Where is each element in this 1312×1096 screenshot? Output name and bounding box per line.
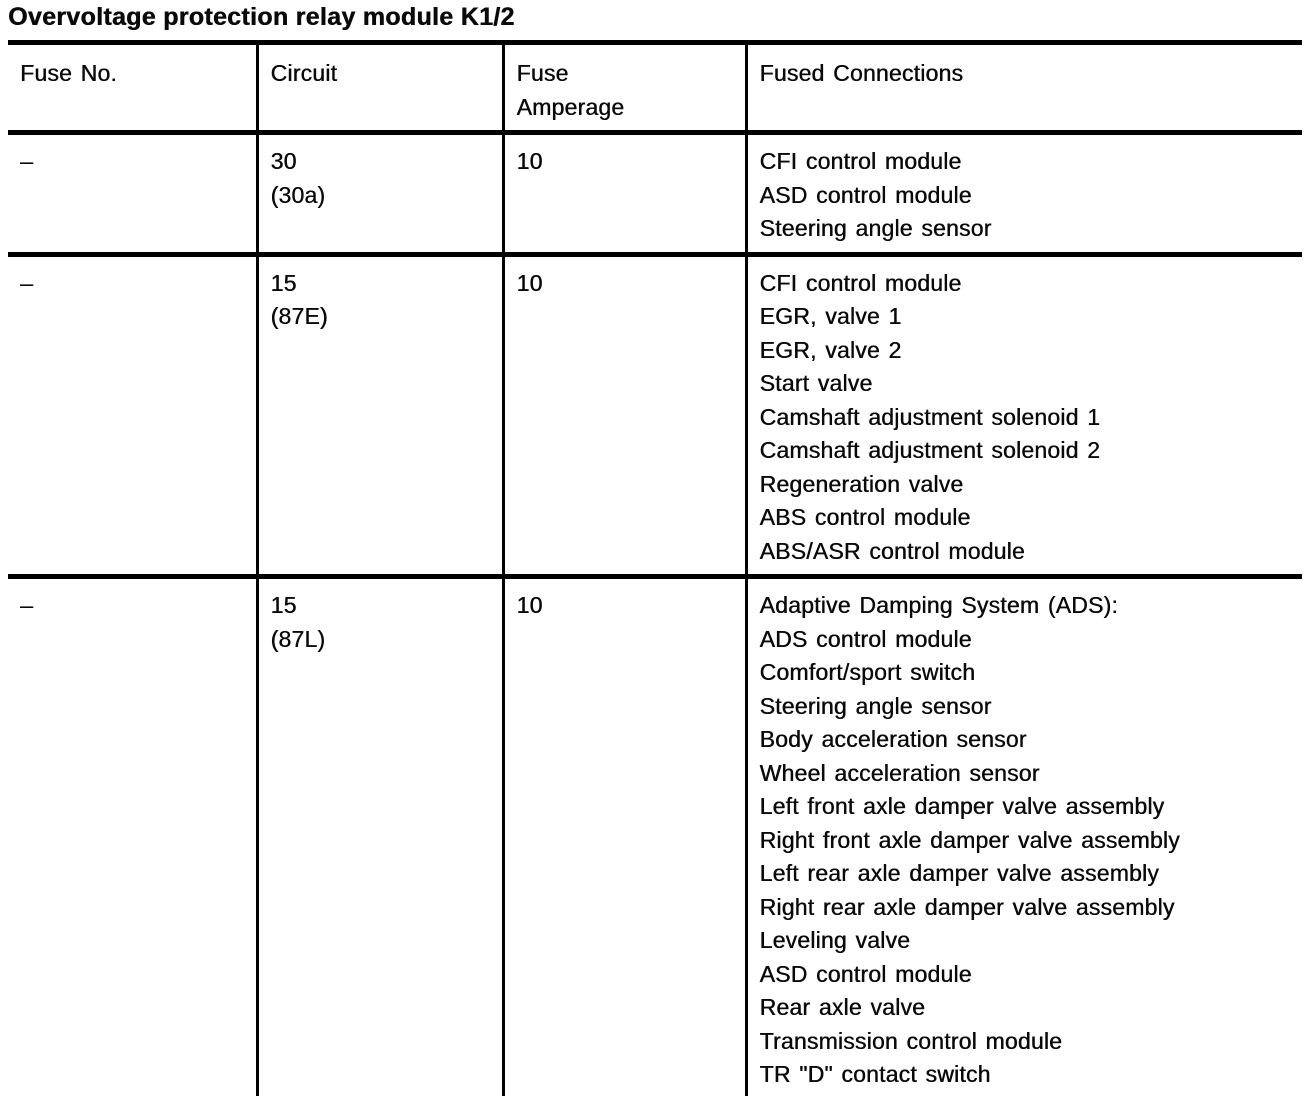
connection-line: CFI control module <box>759 269 962 296</box>
connection-line: Start valve <box>759 370 873 396</box>
fuse-no-value: – <box>20 148 33 174</box>
table-row: – 15 (87L) 10 Adaptive Damping System (A… <box>8 574 1302 1096</box>
amperage-value: 10 <box>516 592 543 618</box>
cell-circuit: 15 (87E) <box>255 251 503 577</box>
fuse-no-value: – <box>20 269 33 296</box>
connection-line: Adaptive Damping System (ADS): <box>759 592 1118 618</box>
connection-line: EGR, valve 2 <box>759 336 902 363</box>
connection-line: ASD control module <box>759 181 972 208</box>
cell-amperage: 10 <box>501 251 746 577</box>
table-row: – 15 (87E) 10 CFI control module EGR, va… <box>8 251 1302 577</box>
cell-connections: CFI control module ASD control module St… <box>744 130 1302 254</box>
connection-line: Body acceleration sensor <box>759 726 1027 752</box>
fuse-table: Fuse No. Circuit Fuse Amperage Fused Con… <box>8 40 1302 1096</box>
connection-line: EGR, valve 1 <box>759 303 902 329</box>
circuit-value: 30 <box>270 148 297 174</box>
connection-line: Camshaft adjustment solenoid 1 <box>759 403 1101 430</box>
header-fuse-no: Fuse No. <box>8 40 257 133</box>
connection-line: ABS/ASR control module <box>759 537 1025 564</box>
header-amperage: Fuse Amperage <box>501 40 746 133</box>
connection-line: Wheel acceleration sensor <box>759 759 1040 786</box>
connection-line: Right front axle damper valve assembly <box>759 826 1180 853</box>
page-title: Overvoltage protection relay module K1/2 <box>8 3 515 31</box>
circuit-terminal: (87E) <box>270 303 328 329</box>
connection-line: Steering angle sensor <box>759 692 992 719</box>
circuit-value: 15 <box>270 269 297 296</box>
amperage-value: 10 <box>516 269 543 296</box>
header-connections: Fused Connections <box>744 40 1302 133</box>
cell-fuse-no: – <box>8 130 257 254</box>
header-row: Fuse No. Circuit Fuse Amperage Fused Con… <box>8 40 1302 133</box>
header-circuit-label: Circuit <box>270 60 338 86</box>
connection-line: Left front axle damper valve assembly <box>759 793 1165 819</box>
cell-circuit: 15 (87L) <box>255 574 503 1096</box>
cell-connections: Adaptive Damping System (ADS): ADS contr… <box>744 574 1302 1096</box>
circuit-terminal: (87L) <box>270 625 326 652</box>
cell-amperage: 10 <box>501 130 746 254</box>
cell-fuse-no: – <box>8 574 257 1096</box>
connection-line: Left rear axle damper valve assembly <box>759 860 1159 886</box>
header-fuse-no-label: Fuse No. <box>20 60 117 86</box>
connection-line: ADS control module <box>759 625 972 652</box>
header-circuit: Circuit <box>255 40 503 133</box>
connection-line: Rear axle valve <box>759 994 926 1020</box>
connection-line: Right rear axle damper valve assembly <box>759 893 1175 920</box>
connection-line: Comfort/sport switch <box>759 659 976 685</box>
connection-line: CFI control module <box>759 148 962 174</box>
connection-line: ABS control module <box>759 504 971 530</box>
header-amperage-line1: Fuse <box>516 60 569 86</box>
connection-line: Leveling valve <box>759 927 911 953</box>
circuit-terminal: (30a) <box>270 181 326 208</box>
cell-fuse-no: – <box>8 251 257 577</box>
header-amperage-line2: Amperage <box>516 93 625 120</box>
connection-line: TR "D" contact switch <box>759 1061 991 1087</box>
connection-line: Regeneration valve <box>759 470 964 497</box>
cell-amperage: 10 <box>501 574 746 1096</box>
amperage-value: 10 <box>516 148 543 174</box>
cell-connections: CFI control module EGR, valve 1 EGR, val… <box>744 251 1302 577</box>
connection-line: Transmission control module <box>759 1027 1063 1054</box>
connection-line: Camshaft adjustment solenoid 2 <box>759 437 1101 463</box>
circuit-value: 15 <box>270 592 297 618</box>
connection-line: ASD control module <box>759 960 972 987</box>
header-connections-label: Fused Connections <box>759 60 964 86</box>
fuse-no-value: – <box>20 592 33 618</box>
table-row: – 30 (30a) 10 CFI control module ASD con… <box>8 130 1302 254</box>
connection-line: Steering angle sensor <box>759 215 992 241</box>
cell-circuit: 30 (30a) <box>255 130 503 254</box>
